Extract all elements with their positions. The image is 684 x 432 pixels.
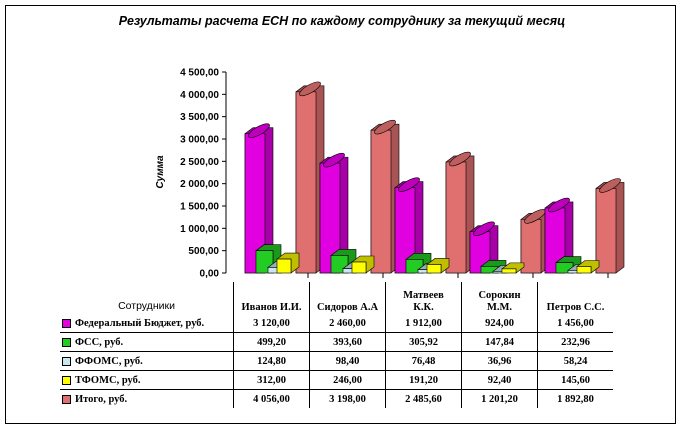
y-tick-label: 1 500,00 [180,202,219,213]
bar-top [449,151,471,167]
y-tick-label: 1 000,00 [180,224,219,235]
data-label: 1 912,00 [385,314,462,333]
data-label: 246,00 [309,370,386,390]
data-label: 1 892,80 [537,389,613,408]
data-label: 2 485,60 [385,389,462,408]
data-label: 2 460,00 [309,314,386,333]
table-row: ТФОМС, руб. 312,00 246,00 191,20 92,40 145,60 [60,370,613,390]
bar-top [398,177,420,192]
table-row: Итого, руб. 4 056,00 3 198,00 2 485,60 1 201… [60,389,613,408]
category-label: Сидоров А.А [309,282,386,314]
category-label: Петров С.С. [537,282,613,314]
legend-entry: ФФОМС, руб. [60,351,234,371]
category-label: Матвеев К.К. [385,282,462,314]
data-label: 312,00 [233,370,310,390]
bar-top [374,119,396,135]
data-label: 147,84 [461,332,538,352]
data-label: 1 201,20 [461,389,538,408]
data-label: 191,20 [385,370,462,390]
y-tick-label: 2 500,00 [180,157,219,168]
data-label: 232,96 [537,332,613,352]
bar-3 [276,258,292,274]
bar-3 [351,261,367,274]
chart-title: Результаты расчета ЕСН по каждому сотруд… [118,14,566,28]
data-label: 3 198,00 [309,389,386,408]
category-label: Иванов И.И. [233,282,310,314]
legend-entry: ТФОМС, руб. [60,370,234,390]
bar-4 [295,91,317,274]
bar-top [473,221,495,236]
table-row: Федеральный Бюджет, руб. 3 120,00 2 460,00… [60,314,613,333]
legend-swatch [62,394,71,404]
data-label: 1 456,00 [537,314,613,333]
data-label: 98,40 [309,351,386,371]
data-label: 3 120,00 [233,314,310,333]
data-label: 305,92 [385,332,462,352]
bar-top [599,178,621,193]
y-tick-label: 3 500,00 [180,112,219,123]
x-axis-label: Сотрудники [118,300,175,312]
table-row: ФФОМС, руб. 124,80 98,40 76,48 36,96 58,24 [60,351,613,371]
y-tick-label: 500,00 [188,246,219,257]
data-label: 124,80 [233,351,310,371]
bar-top [299,81,321,97]
legend-entry: Федеральный Бюджет, руб. [60,314,234,333]
bar-4 [370,129,392,274]
bar-3 [501,268,517,274]
data-label: 924,00 [461,314,538,333]
data-label: 393,60 [309,332,386,352]
table-row: ФСС, руб. 499,20 393,60 305,92 147,84 232,96 [60,332,613,352]
bar-3 [426,264,442,274]
y-tick-label: 2 000,00 [180,179,219,190]
data-table: Сотрудники Иванов И.И. Сидоров А.А Матвеев К… [60,282,613,408]
data-label: 36,96 [461,351,538,371]
data-label: 499,20 [233,332,310,352]
data-label: 145,60 [537,370,613,390]
legend-entry: ФСС, руб. [60,332,234,352]
bar-top [248,123,270,138]
bar-top [548,197,570,213]
legend-entry: Итого, руб. [60,389,234,408]
legend-swatch [62,318,71,328]
y-tick-label: 4 500,00 [180,68,219,79]
legend-swatch [62,375,71,385]
bar-top [323,152,345,168]
legend-swatch [62,356,71,366]
y-tick-label: 4 000,00 [180,90,219,101]
legend-swatch [62,337,71,347]
y-axis-label: Сумма [155,155,166,189]
y-tick-label: 3 000,00 [180,135,219,146]
data-label: 4 056,00 [233,389,310,408]
category-label: Сорокин М.М. [461,282,538,314]
data-label: 76,48 [385,351,462,371]
bar-4 [445,161,467,274]
bar-3 [576,266,592,274]
data-label: 58,24 [537,351,613,371]
chart-frame [5,5,676,424]
data-label: 92,40 [461,370,538,390]
y-tick-label: 0,00 [200,269,220,280]
